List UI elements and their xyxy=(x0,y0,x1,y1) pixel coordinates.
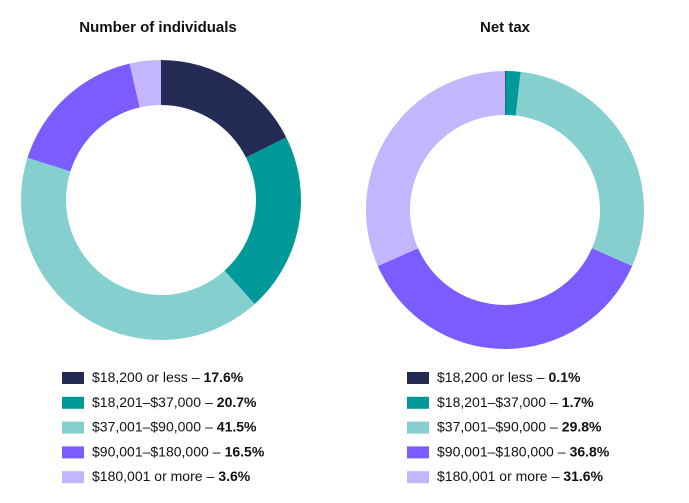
chart-title: Net tax xyxy=(480,19,531,36)
legend-label: $37,001–$90,000 xyxy=(437,418,546,434)
donut-segment xyxy=(377,248,633,349)
donut-segment xyxy=(505,71,506,116)
legend-value: 17.6% xyxy=(204,369,244,385)
legend-value: 29.8% xyxy=(562,418,602,434)
legend-entry: $180,001 or more –31.6% xyxy=(437,468,604,484)
legend-entry: $37,001–$90,000–41.5% xyxy=(92,418,257,434)
legend-entry: $37,001–$90,000–29.8% xyxy=(437,418,602,434)
legend-label: $18,200 or less xyxy=(437,369,533,385)
donut-segment xyxy=(224,137,301,305)
legend-separator: – xyxy=(537,369,545,385)
legend-entry: $90,001–$180,000–16.5% xyxy=(92,443,265,459)
legend-value: 3.6% xyxy=(218,468,250,484)
donut-segment xyxy=(21,157,255,340)
legend-value: 31.6% xyxy=(563,468,603,484)
donut-segment xyxy=(129,60,161,108)
legend-swatch xyxy=(407,372,429,384)
legend-separator: – xyxy=(207,468,215,484)
donut-segment xyxy=(27,63,140,172)
legend-swatch xyxy=(62,421,84,434)
legend-value: 16.5% xyxy=(225,443,265,459)
legend-separator: – xyxy=(550,394,558,410)
legend-label: $37,001–$90,000 xyxy=(92,418,201,434)
legend-swatch xyxy=(62,372,84,384)
legend-separator: – xyxy=(213,443,221,459)
legend-label: $18,201–$37,000 xyxy=(92,394,201,410)
legend-separator: – xyxy=(205,394,213,410)
legend-value: 20.7% xyxy=(217,394,257,410)
legend-separator: – xyxy=(192,369,200,385)
legend-label: $180,001 or more xyxy=(437,468,548,484)
legend-swatch xyxy=(407,471,429,484)
legend-value: 0.1% xyxy=(549,369,581,385)
legend-swatch xyxy=(62,446,84,459)
legend-separator: – xyxy=(558,443,566,459)
donut-chart: Number of individuals$18,200 or less –17.… xyxy=(21,19,301,484)
donut-segment xyxy=(366,71,505,267)
legend-separator: – xyxy=(550,418,558,434)
legend-label: $18,200 or less xyxy=(92,369,188,385)
legend-entry: $18,201–$37,000–1.7% xyxy=(437,394,594,410)
legend-value: 36.8% xyxy=(570,443,610,459)
legend-entry: $18,200 or less –0.1% xyxy=(437,369,581,385)
legend-swatch xyxy=(407,446,429,459)
legend-swatch xyxy=(62,471,84,484)
donut-chart: Net tax$18,200 or less –0.1%$18,201–$37,0… xyxy=(366,19,644,484)
legend-value: 1.7% xyxy=(562,394,594,410)
legend-swatch xyxy=(62,396,84,409)
donut-segment xyxy=(161,60,287,158)
legend-entry: $18,201–$37,000–20.7% xyxy=(92,394,257,410)
legend-separator: – xyxy=(552,468,560,484)
donut-segment xyxy=(515,71,644,267)
legend-entry: $18,200 or less –17.6% xyxy=(92,369,244,385)
legend-separator: – xyxy=(205,418,213,434)
legend-entry: $90,001–$180,000–36.8% xyxy=(437,443,610,459)
legend-swatch xyxy=(407,396,429,409)
legend-label: $18,201–$37,000 xyxy=(437,394,546,410)
legend-entry: $180,001 or more –3.6% xyxy=(92,468,251,484)
donut-segment xyxy=(505,71,521,116)
legend-label: $180,001 or more xyxy=(92,468,203,484)
legend-label: $90,001–$180,000 xyxy=(92,443,209,459)
legend-value: 41.5% xyxy=(217,418,257,434)
legend-label: $90,001–$180,000 xyxy=(437,443,554,459)
legend-swatch xyxy=(407,421,429,434)
chart-title: Number of individuals xyxy=(79,19,237,36)
